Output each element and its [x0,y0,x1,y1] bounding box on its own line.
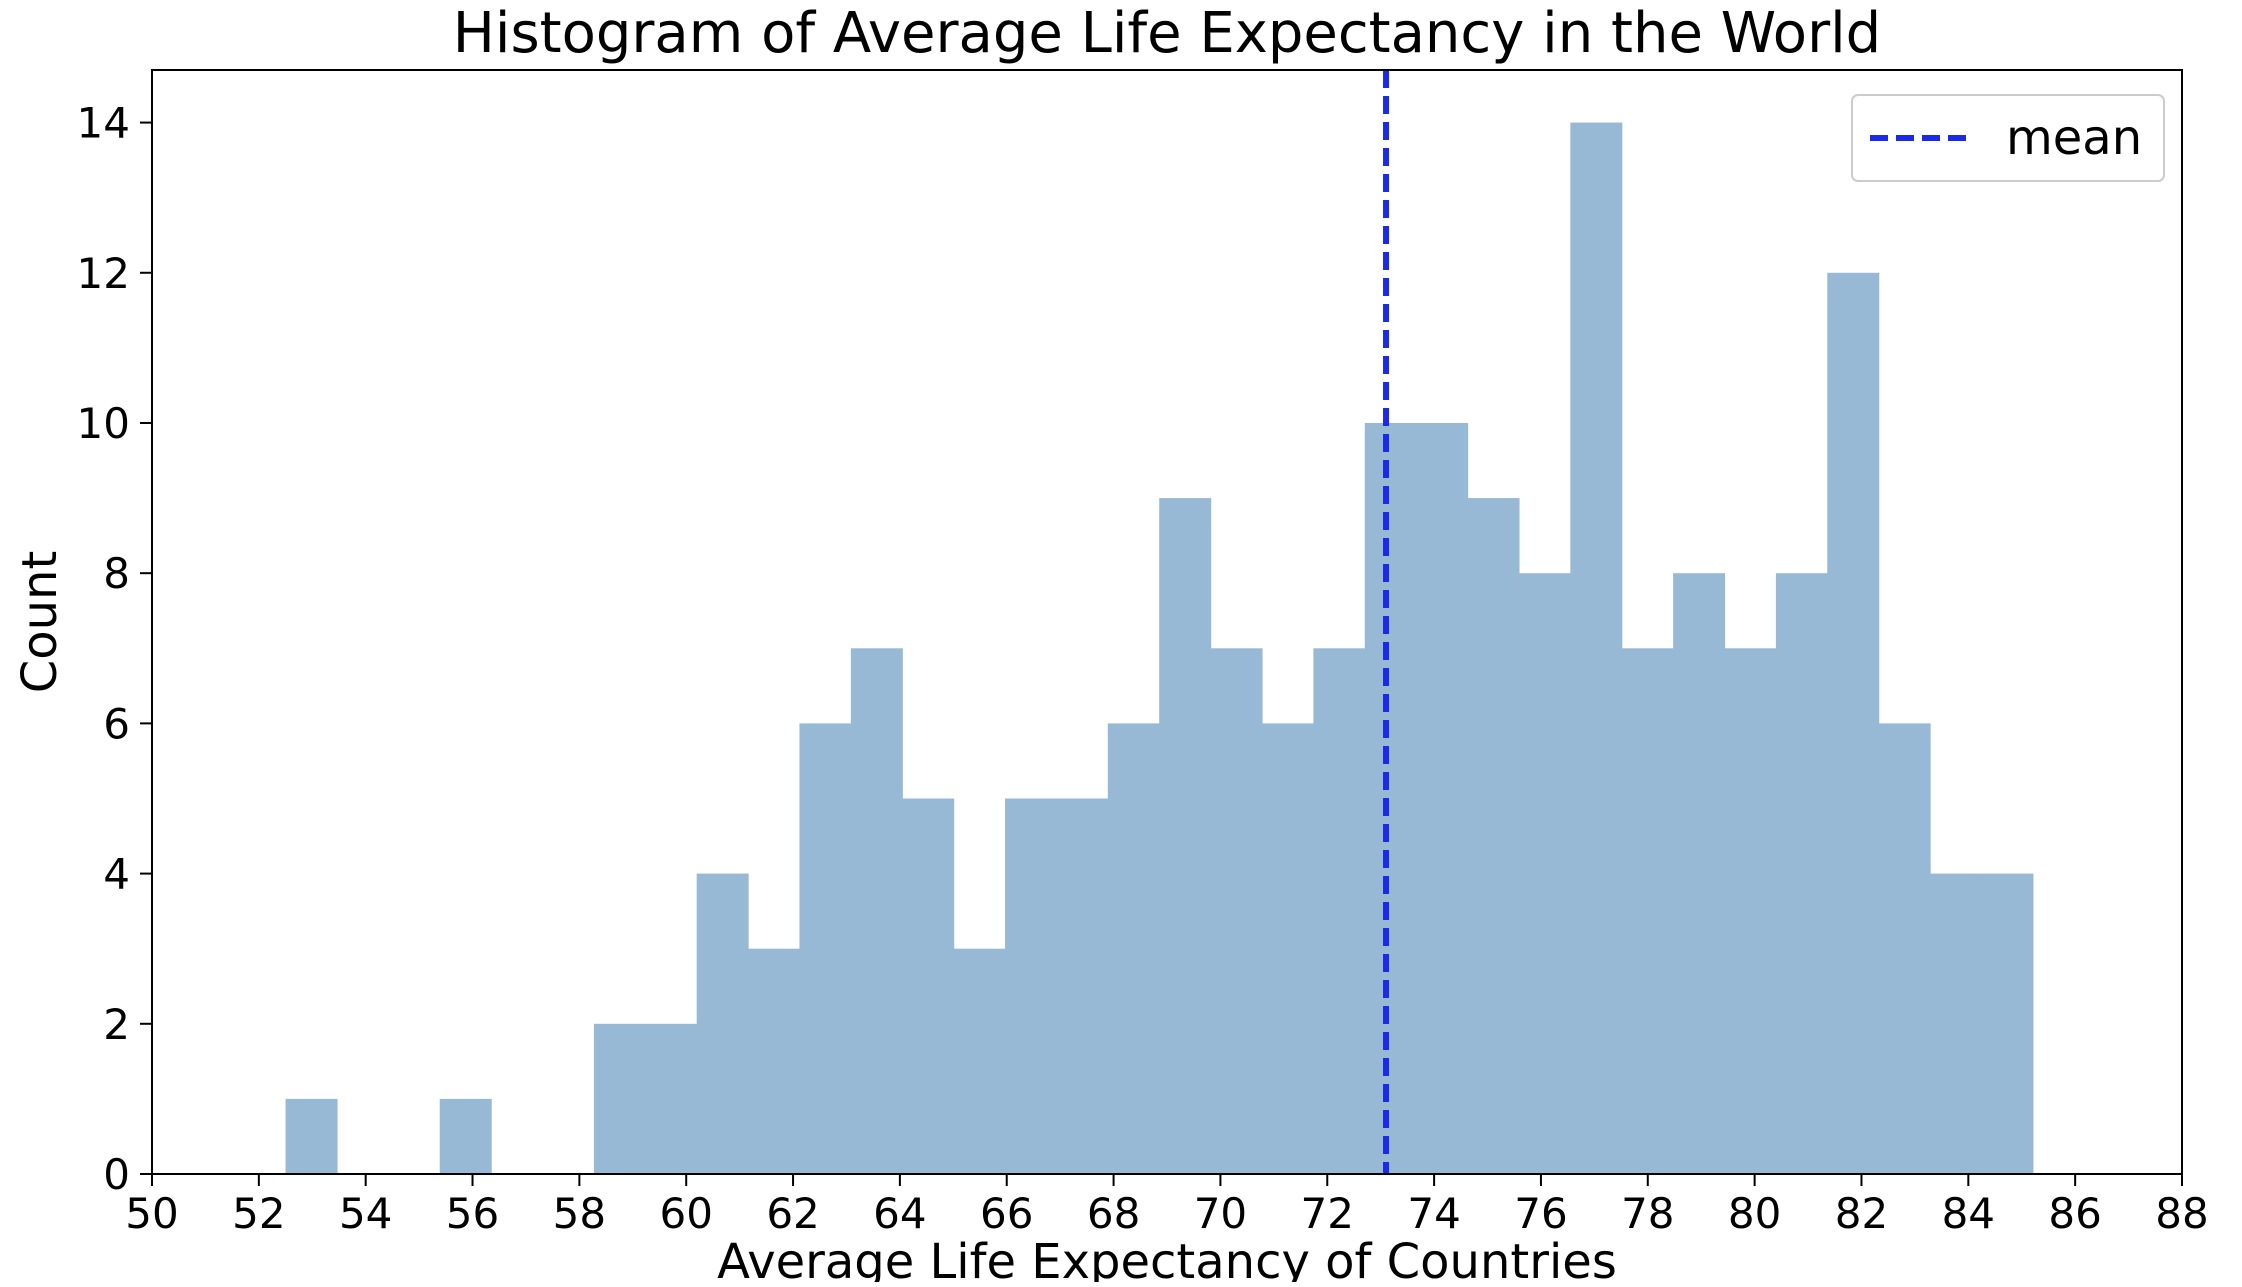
y-tick-label: 8 [103,549,130,598]
histogram-bar [1724,648,1777,1174]
histogram-bar [1878,723,1931,1174]
x-tick-label: 54 [339,1189,392,1238]
histogram-bar [1107,723,1160,1174]
histogram-bar [953,948,1006,1174]
histogram-bar [902,798,955,1174]
histogram-bar [1673,573,1726,1174]
histogram-bar [439,1098,492,1174]
y-axis-label: Count [12,551,68,694]
plot-frame [151,69,2183,1175]
x-tick-label: 58 [553,1189,606,1238]
histogram-bar [285,1098,338,1174]
x-tick-label: 80 [1728,1189,1781,1238]
x-tick-label: 84 [1942,1189,1995,1238]
x-tick-label: 56 [446,1189,499,1238]
x-tick-label: 50 [125,1189,178,1238]
histogram-bar [696,873,749,1174]
y-tick-label: 4 [103,850,130,899]
histogram-bar [1827,272,1880,1174]
histogram-bar [799,723,852,1174]
y-tick-label: 12 [77,249,130,298]
y-tick-label: 10 [77,399,130,448]
x-tick-label: 78 [1621,1189,1674,1238]
x-tick-label: 88 [2155,1189,2208,1238]
histogram-bar [1775,573,1828,1174]
histogram-bar [1981,873,2034,1174]
x-tick-label: 68 [1087,1189,1140,1238]
histogram-bar [1364,422,1417,1174]
legend: mean [1851,94,2165,182]
x-axis-label: Average Life Expectancy of Countries [717,1234,1617,1282]
y-tick-label: 6 [103,699,130,748]
histogram-bar [1056,798,1109,1174]
bars-layer [285,122,2034,1175]
x-tick-label: 64 [873,1189,926,1238]
x-tick-label: 66 [980,1189,1033,1238]
histogram-bar [1467,498,1520,1174]
histogram-bar [1313,648,1366,1174]
histogram-bar [1621,648,1674,1174]
histogram-bar [1570,122,1623,1175]
histogram-bar [748,948,801,1174]
histogram-bar [850,648,903,1174]
histogram-bar [1930,873,1983,1174]
legend-box [1851,94,2165,182]
y-axis-ticks: 0 2 4 6 8 10 12 14 [77,99,152,1199]
x-tick-label: 70 [1194,1189,1247,1238]
histogram-bar [1005,798,1058,1174]
x-tick-label: 62 [766,1189,819,1238]
histogram-bar [645,1023,698,1174]
histogram-bar [1416,422,1469,1174]
y-tick-label: 2 [103,1000,130,1049]
x-tick-label: 72 [1301,1189,1354,1238]
histogram-bar [1159,498,1212,1174]
legend-label: mean [2006,110,2142,166]
histogram-bar [1210,648,1263,1174]
x-tick-label: 52 [232,1189,285,1238]
histogram-bar [593,1023,646,1174]
y-tick-label: 0 [103,1150,130,1199]
x-axis-ticks: 50 52 54 56 58 60 62 64 66 68 70 72 74 76 78 80 82 84 86 88 [125,1174,2209,1238]
x-tick-label: 86 [2048,1189,2101,1238]
histogram-bar [1261,723,1314,1174]
x-tick-label: 82 [1835,1189,1888,1238]
chart-title: Histogram of Average Life Expectancy in … [453,1,1881,66]
x-tick-label: 76 [1514,1189,1567,1238]
x-tick-label: 74 [1407,1189,1460,1238]
histogram-bar [1518,573,1571,1174]
x-tick-label: 60 [659,1189,712,1238]
y-tick-label: 14 [77,99,130,148]
